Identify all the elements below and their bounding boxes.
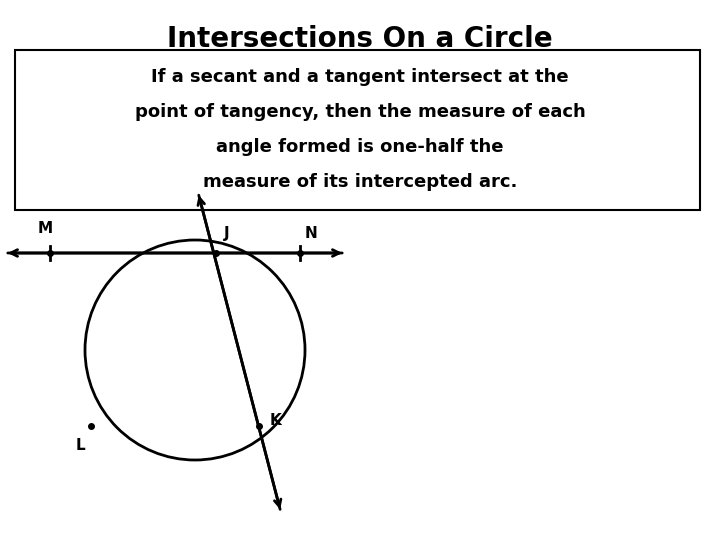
Text: N: N (305, 226, 318, 241)
Text: M: M (37, 221, 53, 236)
Text: If a secant and a tangent intersect at the: If a secant and a tangent intersect at t… (151, 68, 569, 86)
Text: angle formed is one-half the: angle formed is one-half the (216, 138, 504, 156)
Text: L: L (76, 438, 86, 453)
Text: K: K (269, 413, 281, 428)
Text: J: J (224, 226, 230, 241)
Text: Intersections On a Circle: Intersections On a Circle (167, 25, 553, 53)
Bar (15, 50, 700, 210)
Text: measure of its intercepted arc.: measure of its intercepted arc. (203, 173, 517, 191)
Text: point of tangency, then the measure of each: point of tangency, then the measure of e… (135, 103, 585, 121)
